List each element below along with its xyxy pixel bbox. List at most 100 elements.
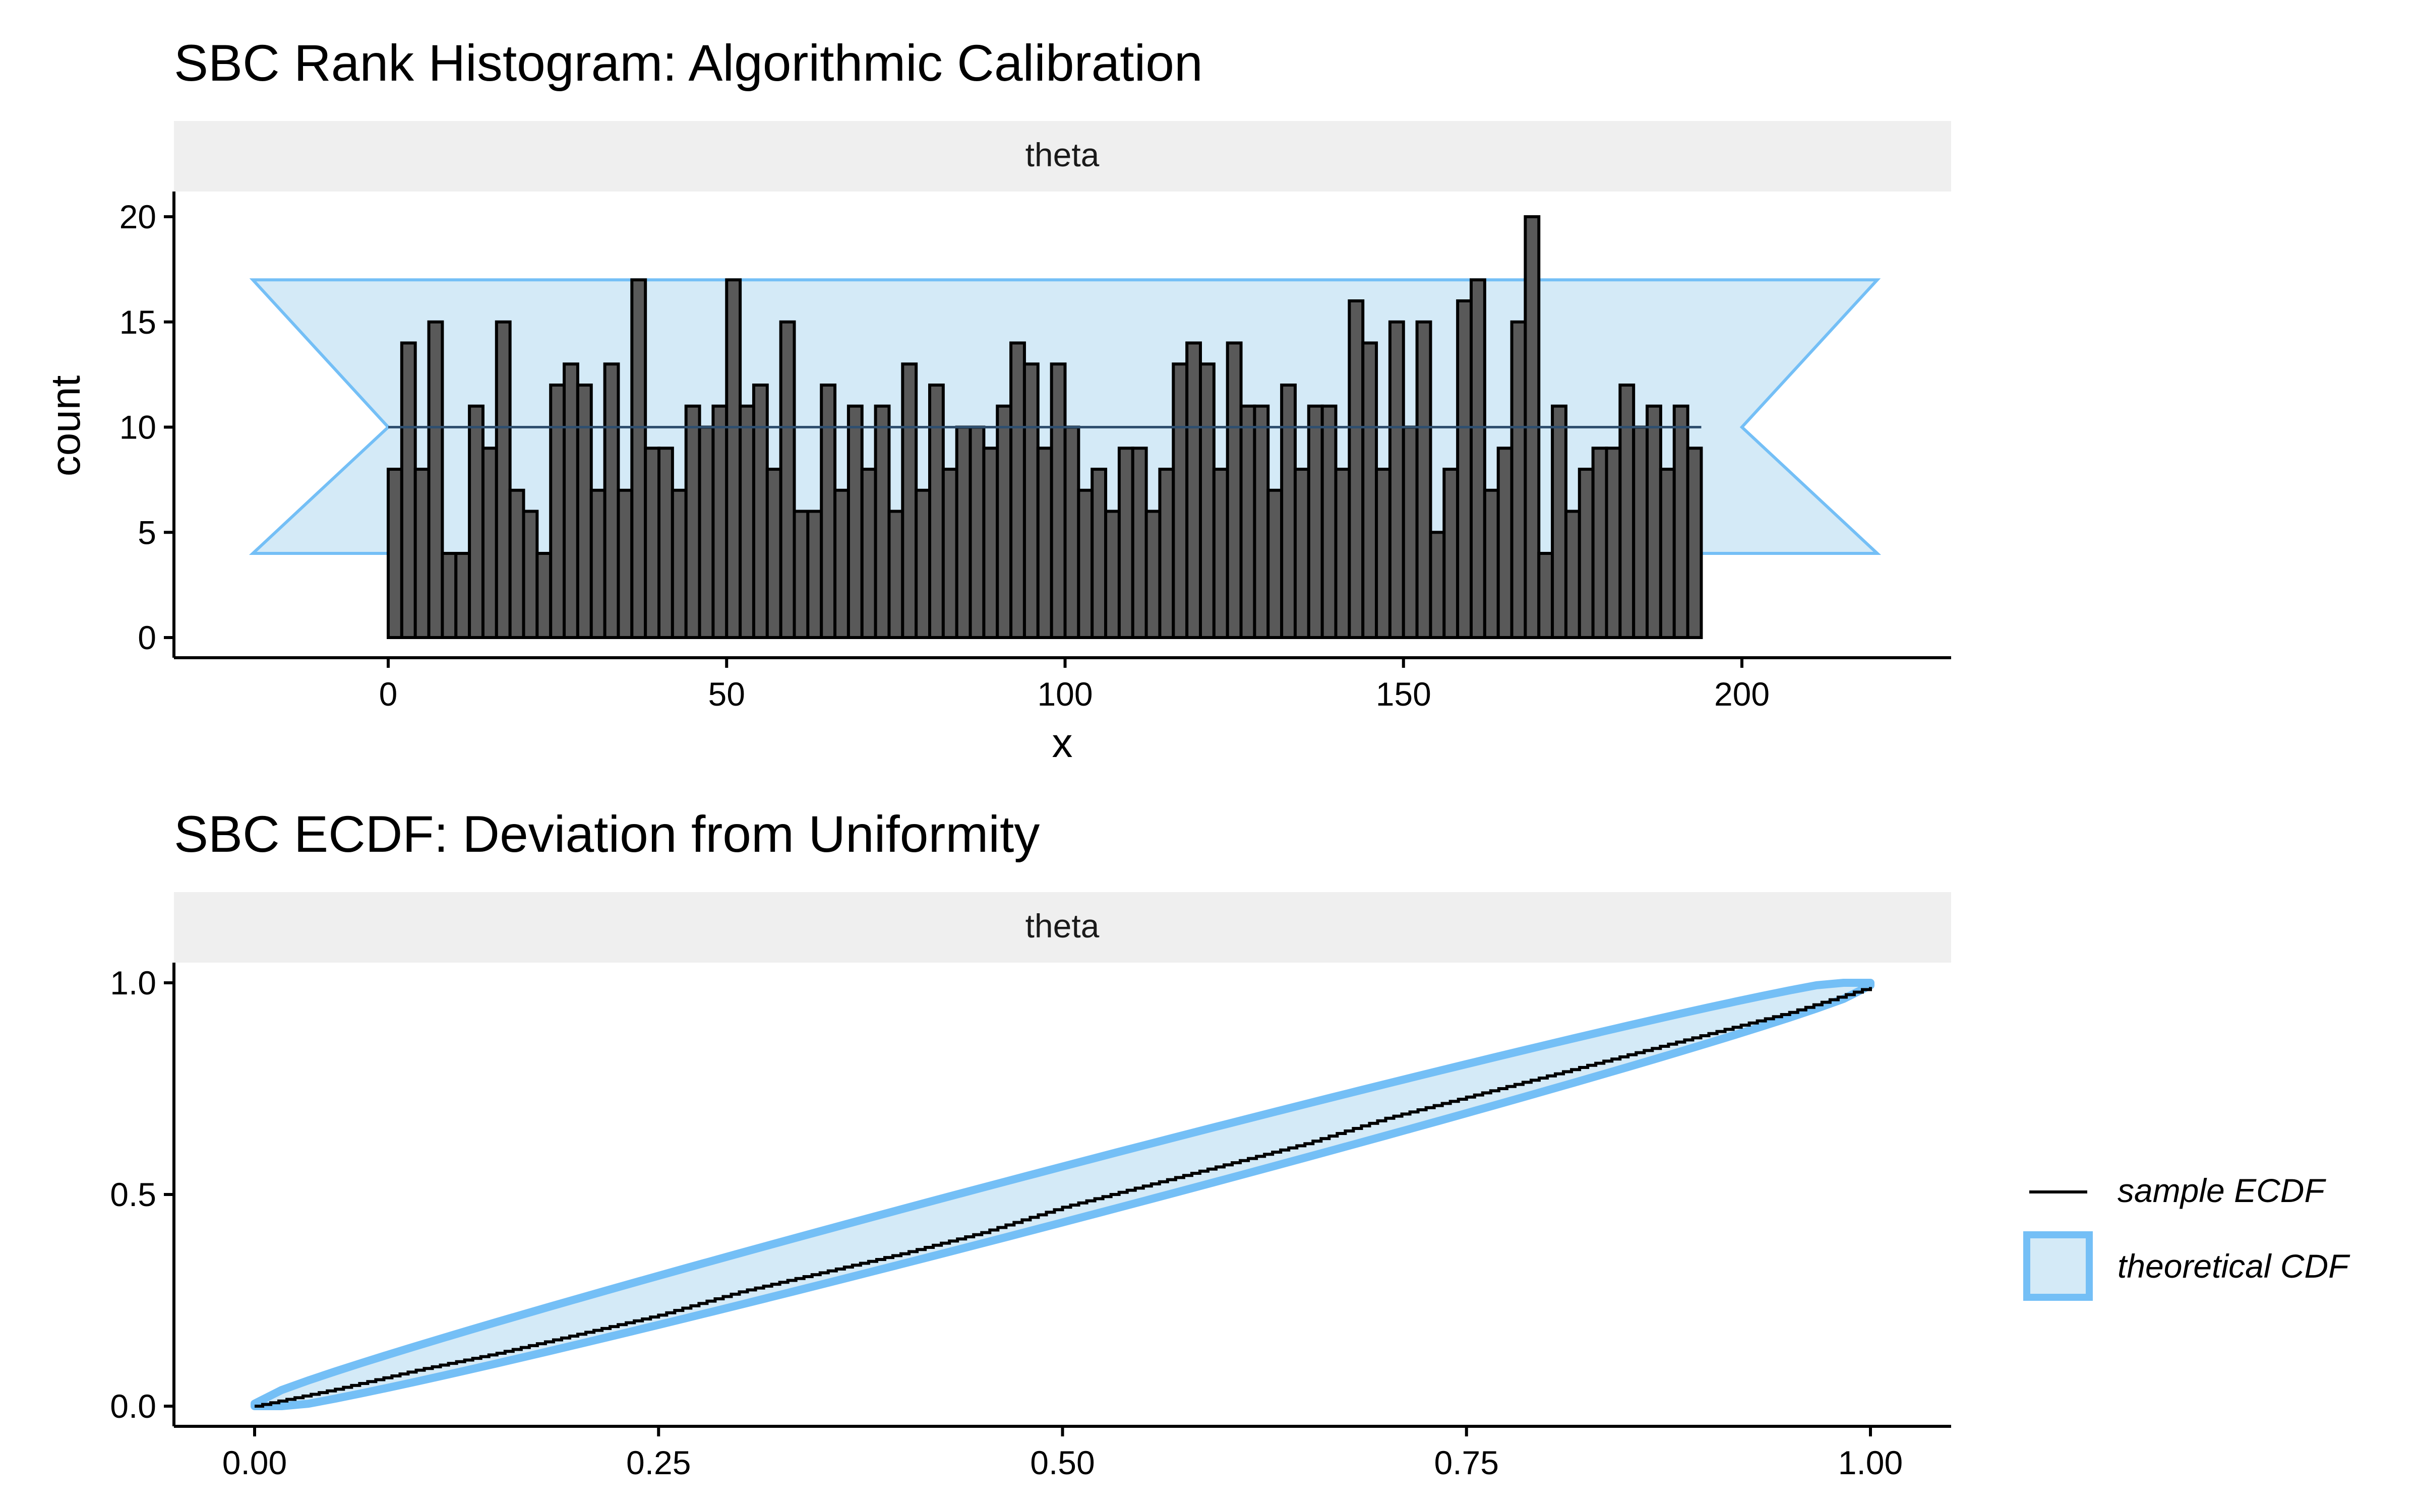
histogram-bar bbox=[1551, 404, 1567, 639]
histogram-y-ticks: 0 5 10 15 20 bbox=[119, 198, 174, 656]
histogram-bar bbox=[1266, 488, 1284, 639]
histogram-bar bbox=[1618, 384, 1636, 639]
histogram-bar bbox=[589, 488, 607, 639]
histogram-bar bbox=[563, 362, 579, 639]
histogram-bar bbox=[1605, 447, 1622, 639]
histogram-bar bbox=[887, 510, 904, 639]
histogram-bar bbox=[982, 447, 999, 639]
histogram-bar bbox=[765, 468, 782, 639]
histogram-bar bbox=[1253, 404, 1270, 639]
histogram-bar bbox=[1091, 468, 1108, 639]
x-tick-label: 1.00 bbox=[1838, 1444, 1903, 1481]
histogram-bar bbox=[806, 510, 823, 639]
x-tick-label: 100 bbox=[1037, 675, 1093, 713]
ecdf-facet-label: theta bbox=[1025, 907, 1100, 944]
histogram-bar bbox=[427, 320, 444, 639]
histogram-bar bbox=[1361, 341, 1378, 639]
histogram-bar bbox=[441, 552, 458, 639]
histogram-bars bbox=[387, 215, 1703, 639]
histogram-bar bbox=[657, 447, 674, 639]
histogram-bar bbox=[671, 488, 688, 639]
histogram-bar bbox=[508, 488, 525, 639]
x-tick-label: 200 bbox=[1714, 675, 1770, 713]
histogram-bar bbox=[1334, 468, 1351, 639]
histogram-bar bbox=[1022, 362, 1040, 639]
histogram-bar bbox=[955, 425, 972, 639]
y-tick-label: 0.0 bbox=[110, 1388, 156, 1425]
histogram-bar bbox=[739, 404, 755, 639]
histogram-bar bbox=[1077, 488, 1094, 639]
histogram-title: SBC Rank Histogram: Algorithmic Calibrat… bbox=[174, 34, 1203, 92]
ecdf-y-ticks: 0.0 0.5 1.0 bbox=[110, 964, 174, 1425]
histogram-facet-strip bbox=[174, 121, 1951, 192]
histogram-bar bbox=[1632, 425, 1649, 639]
histogram-x-axis-title: x bbox=[1052, 720, 1073, 766]
histogram-bar bbox=[1483, 488, 1500, 639]
histogram-bar bbox=[535, 552, 553, 639]
histogram-bar bbox=[1496, 447, 1514, 639]
histogram-bar bbox=[413, 468, 431, 639]
x-tick-label: 0.25 bbox=[626, 1444, 691, 1481]
histogram-bar bbox=[1591, 447, 1608, 639]
histogram-bar bbox=[1659, 468, 1676, 639]
histogram-bar bbox=[1239, 404, 1256, 639]
histogram-bar bbox=[860, 468, 877, 639]
histogram-bar bbox=[481, 447, 498, 639]
histogram-x-ticks: 0 50 100 150 200 bbox=[379, 658, 1770, 713]
histogram-bar bbox=[698, 425, 715, 639]
histogram-bar bbox=[1009, 341, 1026, 639]
legend-key-theoretical-cdf bbox=[2023, 1231, 2093, 1301]
histogram-bar bbox=[1429, 531, 1446, 639]
histogram-bar bbox=[752, 384, 769, 639]
histogram-bar bbox=[901, 362, 918, 639]
histogram-bar bbox=[1199, 362, 1216, 639]
x-tick-label: 0.50 bbox=[1030, 1444, 1095, 1481]
histogram-bar bbox=[1172, 362, 1189, 639]
histogram-bar bbox=[846, 404, 864, 639]
histogram-bar bbox=[1050, 362, 1067, 639]
histogram-bar bbox=[617, 488, 634, 639]
ecdf-title: SBC ECDF: Deviation from Uniformity bbox=[174, 805, 1040, 863]
histogram-bar bbox=[684, 404, 701, 639]
histogram-bar bbox=[1144, 510, 1162, 639]
y-tick-label: 15 bbox=[119, 303, 156, 341]
histogram-bar bbox=[874, 404, 891, 639]
y-tick-label: 1.0 bbox=[110, 964, 156, 1001]
histogram-bar bbox=[1537, 552, 1554, 639]
y-tick-label: 20 bbox=[119, 198, 156, 235]
histogram-bar bbox=[1104, 510, 1121, 639]
histogram-bar bbox=[928, 384, 945, 639]
histogram-bar bbox=[969, 425, 986, 639]
histogram-bar bbox=[793, 510, 810, 639]
x-tick-label: 50 bbox=[708, 675, 745, 713]
ecdf-x-ticks: 0.00 0.25 0.50 0.75 1.00 bbox=[222, 1426, 1903, 1481]
histogram-bar bbox=[1686, 447, 1703, 639]
sample-ecdf-line bbox=[255, 987, 1872, 1408]
histogram-bar bbox=[1158, 468, 1175, 639]
histogram-bar bbox=[1293, 468, 1310, 639]
legend: sample ECDF theoretical CDF bbox=[2023, 1172, 2350, 1301]
histogram-bar bbox=[468, 404, 485, 639]
histogram-bar bbox=[1375, 468, 1392, 639]
histogram-bar bbox=[1280, 384, 1297, 639]
histogram-bar bbox=[549, 384, 566, 639]
histogram-bar bbox=[603, 362, 620, 639]
histogram-bar bbox=[1672, 404, 1689, 639]
y-tick-label: 10 bbox=[119, 409, 156, 446]
histogram-facet-label: theta bbox=[1025, 136, 1100, 173]
histogram-bar bbox=[1564, 510, 1581, 639]
histogram-bar bbox=[711, 404, 729, 639]
histogram-bar bbox=[495, 320, 512, 639]
histogram-bar bbox=[1578, 468, 1595, 639]
histogram-bar bbox=[1456, 299, 1473, 639]
y-tick-label: 0 bbox=[138, 619, 156, 656]
x-tick-label: 0 bbox=[379, 675, 398, 713]
histogram-bar bbox=[915, 488, 932, 639]
histogram-bar bbox=[1036, 447, 1053, 639]
histogram-bar bbox=[1415, 320, 1432, 639]
histogram-bar bbox=[630, 278, 647, 639]
histogram-bar bbox=[1646, 404, 1662, 639]
histogram-bar bbox=[1131, 447, 1148, 639]
histogram-bar bbox=[1063, 425, 1080, 639]
